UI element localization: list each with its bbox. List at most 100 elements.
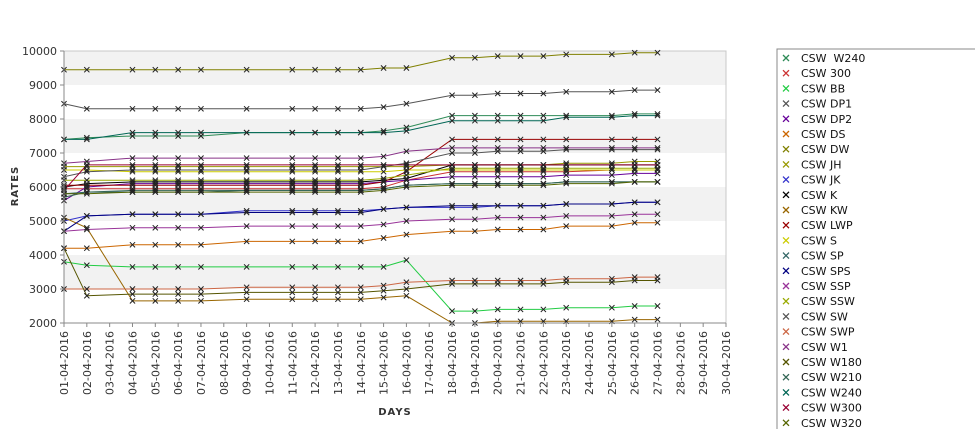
data-point bbox=[563, 212, 570, 219]
series-line bbox=[64, 167, 658, 181]
x-tick-label: 11-04-2016 bbox=[286, 331, 299, 395]
data-point bbox=[563, 144, 570, 151]
data-point bbox=[129, 105, 136, 112]
data-point bbox=[83, 134, 90, 141]
data-point bbox=[449, 173, 456, 180]
data-point bbox=[357, 167, 364, 173]
data-point bbox=[449, 204, 456, 211]
legend-item: CSW W210 bbox=[782, 371, 862, 384]
series-line bbox=[64, 222, 658, 249]
data-point bbox=[471, 136, 478, 143]
data-point bbox=[83, 182, 90, 189]
data-point bbox=[540, 202, 547, 209]
data-point bbox=[631, 167, 638, 173]
legend-marker bbox=[782, 191, 790, 199]
data-point bbox=[517, 161, 524, 168]
data-point bbox=[243, 66, 250, 73]
data-point bbox=[198, 66, 204, 73]
data-point bbox=[380, 104, 387, 111]
data-point bbox=[243, 105, 250, 112]
data-point bbox=[334, 238, 341, 245]
data-point bbox=[494, 53, 501, 60]
data-point bbox=[471, 173, 478, 180]
data-point bbox=[334, 223, 341, 230]
data-point bbox=[152, 129, 159, 136]
data-point bbox=[357, 207, 364, 214]
data-point bbox=[471, 167, 478, 173]
grid-band bbox=[64, 255, 726, 289]
data-point bbox=[289, 168, 296, 175]
legend-marker bbox=[782, 130, 790, 138]
data-point bbox=[654, 277, 661, 284]
data-point bbox=[403, 231, 410, 238]
data-point bbox=[494, 173, 501, 180]
data-point bbox=[357, 168, 364, 175]
data-point bbox=[312, 161, 319, 168]
data-point bbox=[129, 155, 136, 162]
data-point bbox=[608, 279, 615, 286]
data-point bbox=[380, 65, 387, 71]
data-point bbox=[312, 209, 319, 216]
data-point bbox=[198, 155, 204, 162]
data-point bbox=[654, 87, 661, 94]
legend-label: CSW W1 bbox=[801, 341, 848, 354]
data-point bbox=[312, 168, 319, 175]
data-point bbox=[129, 167, 136, 173]
data-point bbox=[654, 112, 661, 119]
data-point bbox=[608, 136, 615, 143]
data-point bbox=[289, 284, 296, 291]
legend-label: CSW SSP bbox=[801, 280, 851, 293]
x-tick-label: 15-04-2016 bbox=[378, 331, 391, 395]
legend-label: CSW DS bbox=[801, 128, 846, 141]
data-point bbox=[289, 129, 296, 136]
data-point bbox=[471, 280, 478, 287]
data-point bbox=[198, 129, 204, 136]
series-line bbox=[63, 113, 658, 140]
legend-label: CSW JH bbox=[801, 158, 842, 171]
data-point bbox=[563, 223, 570, 230]
data-point bbox=[471, 144, 478, 151]
legend-item: CSW SSW bbox=[782, 295, 855, 308]
x-tick-label: 18-04-2016 bbox=[446, 331, 459, 395]
data-point bbox=[243, 209, 250, 216]
data-point bbox=[152, 155, 159, 162]
data-point bbox=[198, 291, 204, 298]
x-tick-label: 23-04-2016 bbox=[560, 331, 573, 395]
legend-items: CSW W240 CSW 300 CSW BB CSW DP1 CSW DP2 CSW D… bbox=[782, 52, 865, 429]
data-point bbox=[289, 177, 296, 184]
data-point bbox=[312, 177, 319, 184]
data-point bbox=[494, 136, 501, 143]
data-point bbox=[654, 199, 661, 206]
data-point bbox=[494, 167, 501, 173]
data-point bbox=[631, 178, 638, 185]
data-point bbox=[517, 53, 524, 60]
data-point bbox=[83, 177, 90, 184]
data-point bbox=[631, 303, 638, 309]
data-point bbox=[175, 177, 182, 184]
legend-item: CSW W180 bbox=[782, 356, 862, 369]
data-point bbox=[608, 178, 615, 185]
series-line bbox=[63, 201, 658, 232]
legend-marker bbox=[782, 206, 790, 214]
data-point bbox=[517, 182, 524, 189]
data-point bbox=[175, 291, 182, 298]
legend-item: CSW SWP bbox=[782, 326, 855, 339]
legend-item: CSW K bbox=[782, 189, 838, 202]
x-tick-label: 20-04-2016 bbox=[492, 331, 505, 395]
grid-band bbox=[64, 289, 726, 323]
data-point bbox=[631, 219, 638, 226]
data-point bbox=[243, 223, 250, 230]
data-point bbox=[608, 112, 615, 119]
data-point bbox=[380, 235, 387, 241]
data-point bbox=[380, 168, 387, 175]
data-point bbox=[380, 185, 387, 192]
data-point bbox=[380, 175, 387, 182]
data-point bbox=[654, 110, 661, 117]
data-point bbox=[540, 112, 547, 119]
legend-label: CSW W240 bbox=[801, 52, 865, 65]
data-point bbox=[654, 316, 661, 323]
legend-marker bbox=[782, 312, 790, 320]
data-point bbox=[563, 146, 570, 153]
data-point bbox=[152, 177, 159, 184]
series-line bbox=[64, 181, 658, 195]
